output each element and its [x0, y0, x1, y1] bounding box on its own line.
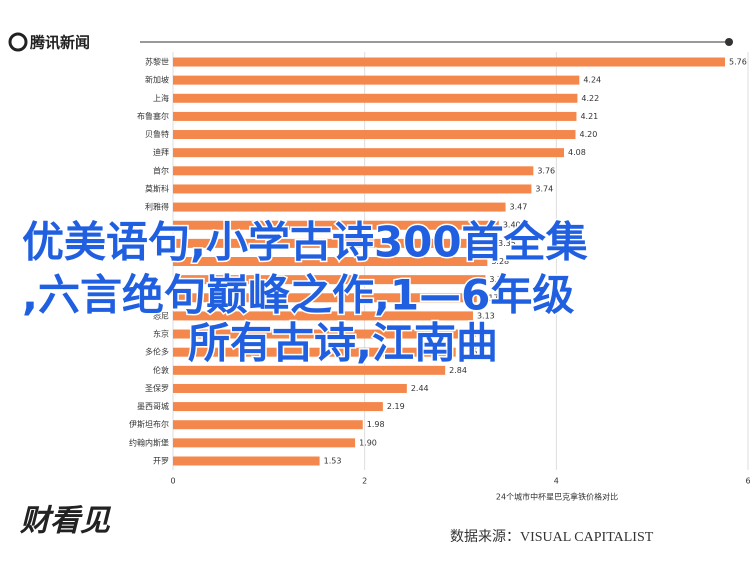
bar — [173, 275, 486, 285]
y-tick-label: 上海 — [153, 93, 169, 103]
bar — [173, 93, 578, 103]
y-tick-label: 首尔 — [153, 165, 169, 175]
value-label: 3.13 — [477, 311, 495, 320]
bar — [173, 347, 456, 357]
value-label: 4.20 — [580, 130, 598, 139]
y-tick-label: 东京 — [153, 329, 169, 339]
y-tick-label: 多伦多 — [145, 347, 169, 357]
bar — [173, 238, 495, 248]
y-tick-label: 迪拜 — [153, 147, 169, 157]
overlay-text: 优美语句,小学古诗300首全集 — [22, 218, 588, 267]
value-label: 1.90 — [359, 438, 377, 447]
value-label: 3.26 — [489, 275, 507, 284]
header-dot — [725, 38, 733, 46]
source: 数据来源：VISUAL CAPITALIST — [450, 529, 654, 545]
value-label: 3.76 — [537, 166, 555, 175]
y-tick-label: 悉尼 — [153, 310, 169, 320]
value-label: 2.44 — [411, 384, 429, 393]
value-label: 3.28 — [491, 257, 509, 266]
value-label: 3.47 — [510, 203, 528, 212]
bar — [173, 220, 499, 230]
y-tick-label: 约翰内斯堡 — [129, 437, 169, 447]
y-tick-label: 开罗 — [153, 457, 169, 466]
bar — [173, 293, 477, 303]
value-label: 2.95 — [460, 348, 478, 357]
value-label: 4.24 — [583, 76, 601, 85]
y-tick-label: 莫斯科 — [145, 183, 169, 193]
logo-icon — [8, 32, 28, 52]
value-label: 3.35 — [498, 239, 516, 248]
value-label: 2.19 — [387, 402, 405, 411]
value-label: 3.17 — [481, 293, 499, 302]
y-tick-label: 利雅得 — [145, 202, 169, 212]
overlay-text: ,六言绝句巅峰之作,1—6年级 — [22, 271, 574, 320]
bar — [173, 166, 534, 176]
y-tick-label: 新加坡 — [145, 75, 169, 85]
value-label: 4.08 — [568, 148, 586, 157]
bar — [173, 130, 576, 140]
bar — [173, 257, 488, 266]
value-label: 3.05 — [469, 330, 487, 339]
bar — [173, 148, 564, 158]
value-label: 4.22 — [581, 94, 599, 103]
value-label: 5.76 — [729, 58, 747, 67]
y-tick-label: 苏黎世 — [145, 57, 169, 67]
value-label: 1.53 — [324, 457, 342, 466]
y-tick-label: 伦敦 — [153, 365, 169, 375]
bar — [173, 420, 363, 430]
bar — [173, 184, 532, 194]
bar — [173, 311, 473, 321]
value-label: 1.98 — [367, 420, 385, 429]
plot: 0 2 4 6 24个城市中杯星巴克拿铁价格对比 苏黎世 5.76 新加坡 4.24 上海 4.22… — [129, 52, 750, 502]
bar — [173, 402, 383, 412]
x-axis-label: 24个城市中杯星巴克拿铁价格对比 — [496, 492, 618, 502]
bar — [173, 456, 320, 466]
bar — [173, 202, 506, 212]
footer-logo: 财看见 — [19, 504, 112, 539]
bar — [173, 111, 577, 121]
y-tick-label: 伊斯坦布尔 — [129, 419, 169, 429]
bar — [173, 438, 356, 448]
overlay-text: 所有古诗,江南曲 — [188, 319, 498, 368]
header-logo: 腾讯新闻 — [29, 34, 90, 52]
value-label: 2.84 — [449, 366, 467, 375]
value-label: 4.21 — [580, 112, 598, 121]
bar — [173, 57, 725, 67]
bar — [173, 329, 466, 339]
value-label: 3.74 — [535, 184, 553, 193]
x-tick-label: 2 — [362, 477, 367, 486]
value-label: 3.40 — [503, 221, 521, 230]
y-tick-label: 墨西哥城 — [137, 402, 169, 411]
x-tick-label: 4 — [554, 477, 559, 486]
y-tick-label: 圣保罗 — [145, 383, 169, 393]
x-tick-label: 0 — [170, 477, 175, 486]
y-tick-label: 布鲁塞尔 — [137, 111, 169, 121]
y-tick-label: 贝鲁特 — [145, 129, 169, 139]
x-tick-label: 6 — [745, 477, 750, 486]
bar — [173, 383, 407, 393]
bar — [173, 365, 446, 375]
bar — [173, 75, 580, 85]
